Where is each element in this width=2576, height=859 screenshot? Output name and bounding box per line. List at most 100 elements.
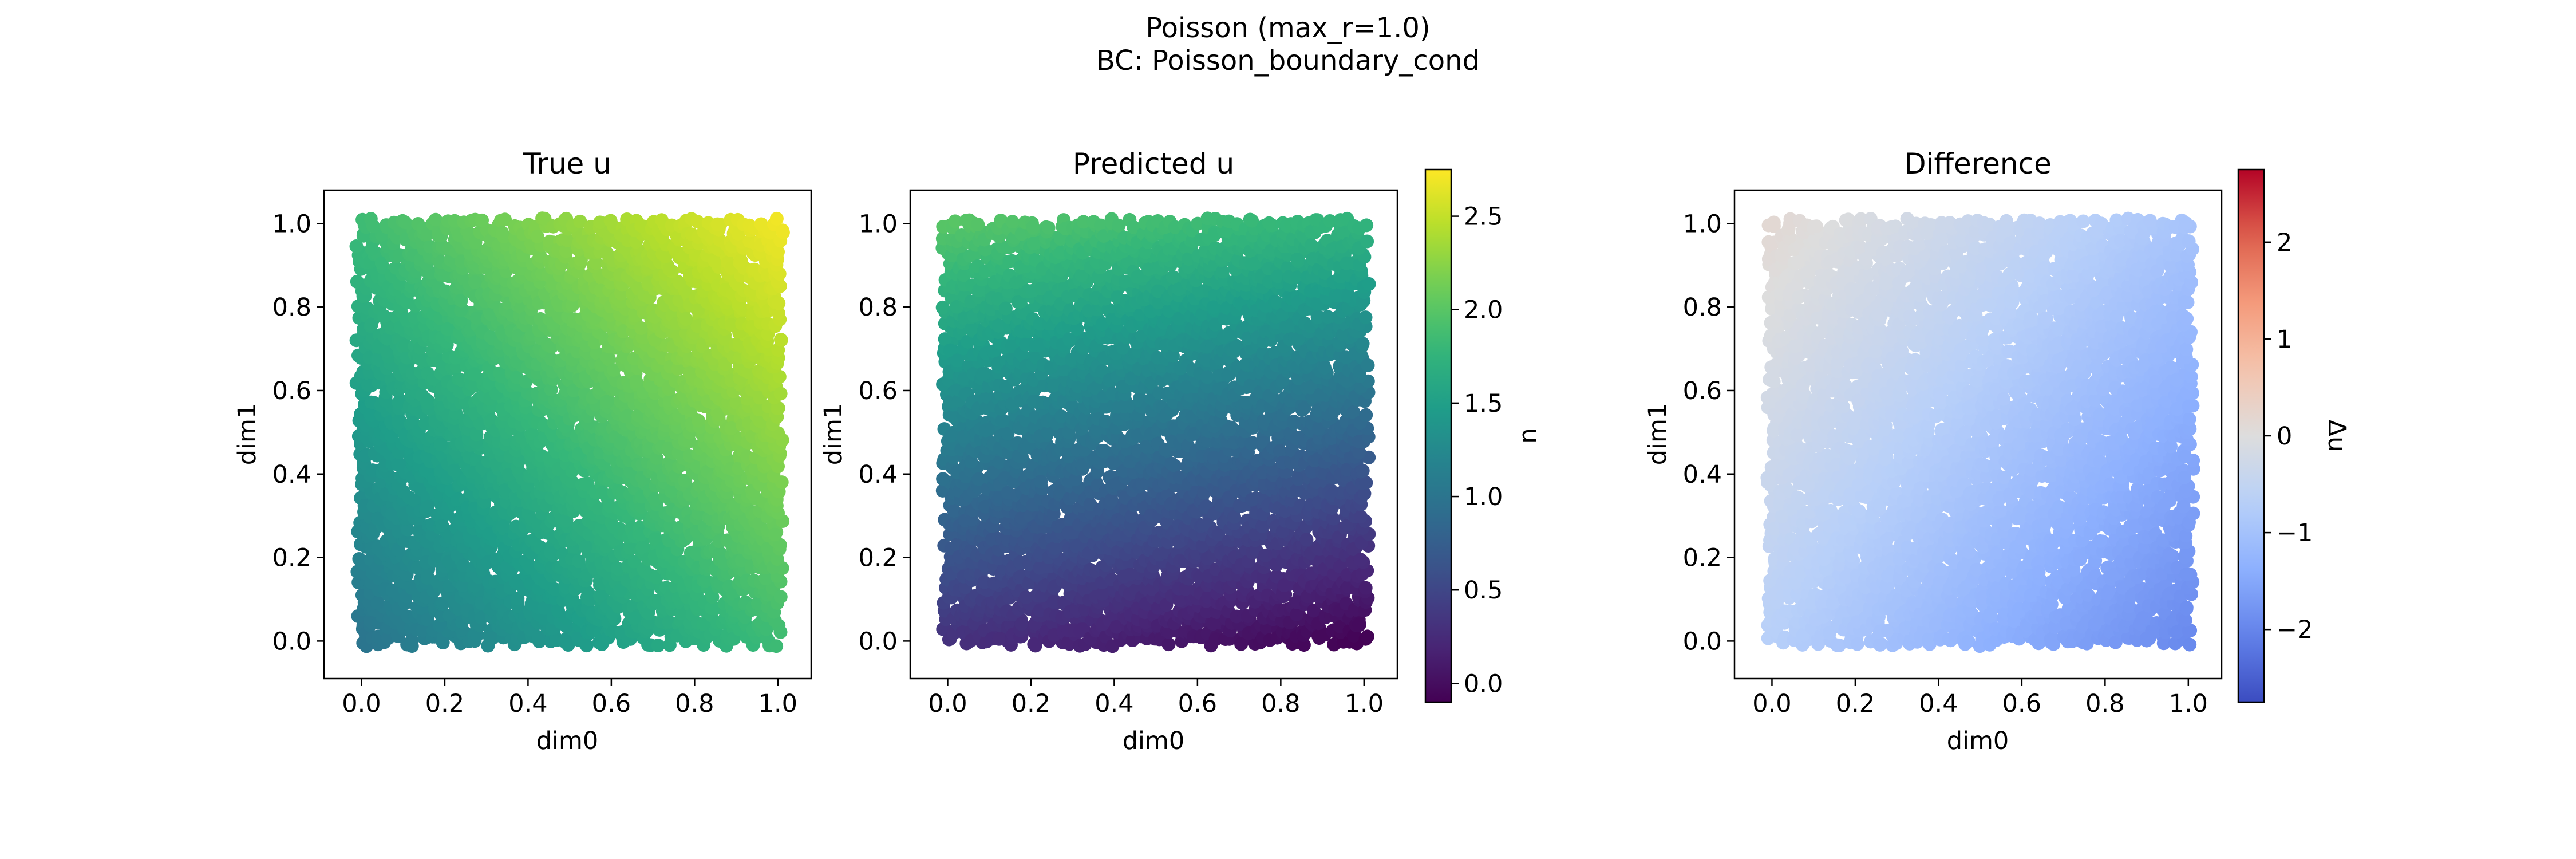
scatter-point xyxy=(647,492,662,506)
scatter-point xyxy=(671,362,685,376)
scatter-point xyxy=(610,561,625,576)
scatter-point xyxy=(469,536,483,550)
scatter-point xyxy=(538,211,552,226)
scatter-point xyxy=(600,350,614,365)
scatter-point xyxy=(945,409,959,423)
scatter-point xyxy=(468,275,482,289)
scatter-point xyxy=(935,300,950,314)
scatter-point xyxy=(773,538,787,552)
scatter-point xyxy=(718,332,732,346)
scatter-point xyxy=(366,219,380,233)
scatter-point xyxy=(421,227,434,241)
scatter-point xyxy=(771,401,785,415)
scatter-point xyxy=(691,413,705,428)
scatter-point xyxy=(654,213,669,227)
scatter-point xyxy=(593,215,607,230)
scatter-point xyxy=(708,254,722,268)
scatter-point xyxy=(1001,427,1015,441)
scatter-point xyxy=(370,596,384,610)
scatter-point xyxy=(696,617,710,631)
panel-title-true-u: True u xyxy=(523,147,611,180)
scatter-point xyxy=(600,395,614,409)
scatter-point xyxy=(1014,227,1029,241)
scatter-point xyxy=(759,622,773,636)
scatter-point xyxy=(438,284,453,298)
scatter-point xyxy=(364,408,378,422)
scatter-point xyxy=(678,312,693,326)
scatter-point xyxy=(673,521,686,535)
scatter-point xyxy=(627,352,641,366)
scatter-point xyxy=(405,633,419,648)
scatter-point xyxy=(948,214,962,228)
scatter-point xyxy=(573,214,587,228)
scatter-point xyxy=(495,226,509,240)
scatter-point xyxy=(420,395,434,409)
scatter-point xyxy=(651,639,665,653)
scatter-point xyxy=(603,214,618,228)
scatter-point xyxy=(614,436,628,450)
scatter-point xyxy=(995,413,1009,427)
scatter-point xyxy=(365,242,379,256)
scatter-point xyxy=(374,256,389,270)
scatter-point xyxy=(690,215,705,229)
scatter-point xyxy=(620,409,634,423)
scatter-point xyxy=(724,421,738,435)
scatter-point xyxy=(1014,617,1029,631)
scatter-point xyxy=(741,365,755,379)
scatter-point xyxy=(544,546,558,560)
scatter-point xyxy=(1026,220,1040,234)
scatter-point xyxy=(613,584,627,598)
scatter-point xyxy=(530,230,544,243)
scatter-point xyxy=(972,283,986,298)
scatter-point xyxy=(648,532,662,546)
scatter-point xyxy=(429,212,442,227)
scatter-point xyxy=(768,527,782,542)
scatter-point xyxy=(664,484,678,498)
scatter-point xyxy=(377,309,391,323)
scatter-point xyxy=(769,639,784,653)
scatter-point xyxy=(544,352,559,367)
scatter-point xyxy=(773,387,788,401)
scatter-point xyxy=(1053,231,1068,246)
scatter-point xyxy=(773,590,788,604)
scatter-point xyxy=(771,306,785,320)
scatter-point xyxy=(559,244,573,258)
scatter-point xyxy=(1013,295,1028,309)
scatter-point xyxy=(627,611,642,625)
scatter-point xyxy=(496,519,510,534)
scatter-point xyxy=(475,610,489,625)
scatter-point xyxy=(720,533,734,547)
scatter-point xyxy=(971,217,985,231)
scatter-point xyxy=(650,451,664,465)
scatter-point xyxy=(634,219,649,233)
scatter-point xyxy=(581,585,595,600)
scatter-point xyxy=(772,296,786,310)
scatter-point xyxy=(392,395,406,409)
scatter-point xyxy=(710,217,725,231)
scatter-point xyxy=(1061,526,1076,539)
scatter-point xyxy=(1057,362,1071,377)
scatter-point xyxy=(938,332,952,346)
scatter-point xyxy=(965,322,979,336)
scatter-point xyxy=(1005,215,1020,229)
scatter-point xyxy=(1054,409,1069,424)
scatter-point xyxy=(991,319,1006,333)
scatter-point xyxy=(1069,472,1083,486)
scatter-point xyxy=(700,574,714,588)
scatter-point xyxy=(421,499,434,514)
scatter-point xyxy=(998,301,1013,316)
scatter-point xyxy=(635,540,650,554)
scatter-point xyxy=(658,250,673,263)
scatter-point xyxy=(441,322,455,336)
scatter-point xyxy=(950,353,965,368)
scatter-point xyxy=(385,507,399,522)
scatter-point xyxy=(634,321,649,335)
scatter-point xyxy=(578,539,592,554)
scatter-point xyxy=(416,623,430,637)
scatter-point xyxy=(944,428,958,443)
scatter-point xyxy=(412,480,426,495)
scatter-point xyxy=(349,239,364,253)
scatter-point xyxy=(544,383,558,397)
scatter-point xyxy=(407,310,421,324)
